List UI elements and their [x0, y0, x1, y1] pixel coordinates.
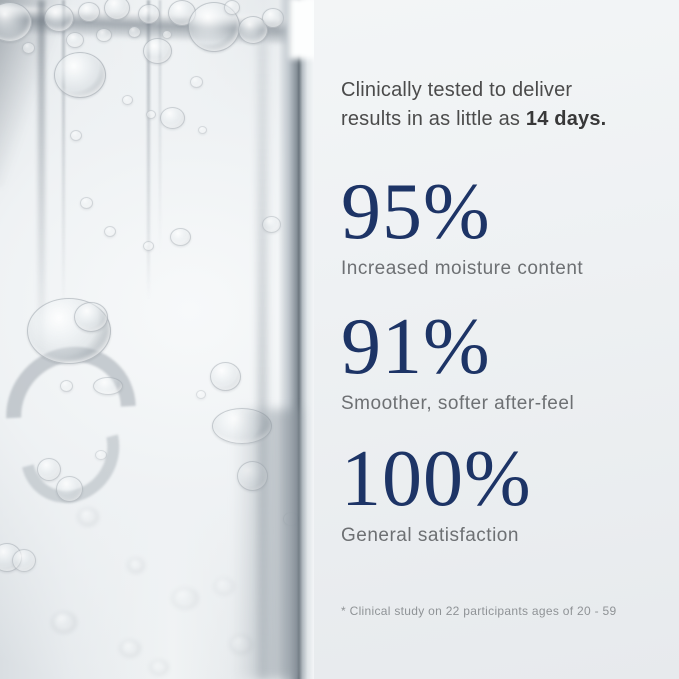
glass-streak	[258, 40, 267, 679]
stat-afterfeel: 91% Smoother, softer after-feel	[341, 307, 574, 415]
bubble	[104, 0, 130, 20]
headline-days-bold: 14 days.	[525, 108, 607, 130]
bubble	[70, 130, 82, 141]
bubble	[262, 216, 281, 233]
clinical-study-footnote: * Clinical study on 22 participants ages…	[341, 604, 617, 618]
bubble	[214, 578, 234, 594]
bubble	[138, 4, 160, 24]
bubble	[78, 508, 98, 525]
bubble	[22, 42, 35, 54]
stat-moisture-label: Increased moisture content	[341, 258, 584, 279]
glass-streak	[159, 0, 161, 255]
bubble	[12, 549, 36, 572]
bubble	[104, 226, 116, 237]
glass-streak	[147, 0, 150, 300]
bubble	[56, 476, 83, 502]
stat-afterfeel-label: Smoother, softer after-feel	[341, 393, 575, 414]
stat-moisture: 95% Increased moisture content	[341, 172, 583, 280]
stat-satisfaction-value: 100%	[341, 435, 532, 523]
bubble	[44, 4, 74, 32]
bubble	[128, 26, 141, 38]
bubble	[37, 458, 61, 481]
bubble	[54, 52, 106, 98]
bubble	[95, 450, 107, 460]
bubble	[196, 390, 206, 399]
bubble	[66, 32, 84, 48]
bubble	[150, 660, 168, 674]
bubble	[210, 362, 241, 391]
bubble	[172, 588, 198, 608]
bubble	[78, 2, 100, 22]
glass-streak	[62, 0, 65, 310]
bubble	[120, 640, 140, 656]
stat-afterfeel-value: 91%	[341, 303, 491, 391]
glass-edge-highlight	[289, 0, 314, 59]
headline-line2: results in as little as	[341, 108, 526, 130]
stat-satisfaction-label: General satisfaction	[341, 525, 519, 546]
bubble	[74, 302, 108, 332]
bubble	[122, 95, 133, 105]
glass-edge-shadow	[234, 409, 304, 679]
bubble	[60, 380, 73, 392]
bubble	[170, 228, 191, 246]
bubble	[146, 110, 156, 119]
bubble-layer	[0, 0, 314, 679]
bubble	[80, 197, 93, 209]
bubble	[190, 76, 203, 88]
stat-satisfaction: 100% General satisfaction	[341, 439, 532, 547]
stat-moisture-value: 95%	[341, 168, 491, 256]
bubble	[143, 38, 172, 64]
bubble	[143, 241, 154, 251]
glass-streak	[38, 0, 45, 360]
bubble	[198, 126, 207, 134]
bubble	[52, 612, 76, 632]
headline-line1: Clinically tested to deliver	[341, 79, 573, 101]
bubble	[128, 558, 144, 572]
bubble	[96, 28, 112, 42]
bubble	[162, 30, 172, 39]
bubble	[160, 107, 185, 129]
headline: Clinically tested to deliver results in …	[341, 76, 671, 134]
bubble	[224, 0, 240, 15]
gel-water-photo	[0, 0, 314, 679]
bubble	[93, 377, 123, 395]
